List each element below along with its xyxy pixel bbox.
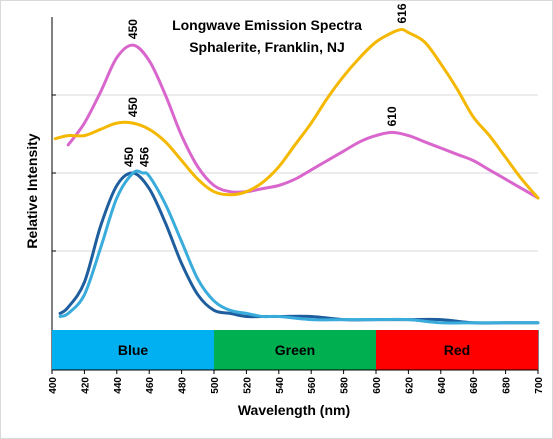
x-tick-label-14: 680	[502, 377, 513, 394]
peak-label-1: 450	[126, 97, 140, 117]
series-line-1	[53, 28, 540, 200]
peak-label-0: 450	[126, 19, 140, 39]
band-label-green: Green	[275, 342, 315, 358]
x-tick-label-3: 460	[145, 377, 156, 394]
peak-label-5: 610	[385, 106, 399, 126]
series-lines	[53, 28, 540, 325]
x-tick-label-2: 440	[113, 377, 124, 394]
color-bands: Blue Green Red	[52, 330, 538, 371]
band-label-blue: Blue	[118, 342, 149, 358]
x-tick-label-1: 420	[80, 377, 91, 394]
x-tick-label-12: 640	[437, 377, 448, 394]
band-green	[214, 330, 376, 370]
x-tick-label-0: 400	[48, 377, 59, 394]
x-tick-label-13: 660	[469, 377, 480, 394]
x-tick-labels: 400 420 440 460 480 500 520 540 560 580 600 620 640 6…	[48, 370, 545, 394]
chart-title: Longwave Emission Spectra	[172, 17, 362, 33]
peak-label-4: 616	[395, 3, 409, 23]
x-tick-label-9: 580	[340, 377, 351, 394]
series-line-0	[66, 43, 540, 200]
x-axis-title: Wavelength (nm)	[238, 402, 350, 418]
x-tick-label-6: 520	[242, 377, 253, 394]
chart-subtitle: Sphalerite, Franklin, NJ	[189, 39, 345, 55]
band-label-red: Red	[444, 342, 470, 358]
x-tick-label-5: 500	[210, 377, 221, 394]
x-tick-label-4: 480	[178, 377, 189, 394]
y-axis-title: Relative Intensity	[24, 133, 40, 248]
x-tick-label-7: 540	[275, 377, 286, 394]
series-line-3	[58, 169, 540, 325]
band-red	[376, 330, 538, 370]
band-blue	[52, 330, 214, 370]
x-tick-label-8: 560	[307, 377, 318, 394]
x-tick-label-10: 600	[372, 377, 383, 394]
peak-label-2: 450	[122, 147, 136, 167]
series-line-2	[58, 171, 540, 325]
x-tick-label-15: 700	[534, 377, 545, 394]
peak-label-3: 456	[138, 147, 152, 167]
gridlines	[52, 94, 538, 252]
x-tick-label-11: 620	[404, 377, 415, 394]
